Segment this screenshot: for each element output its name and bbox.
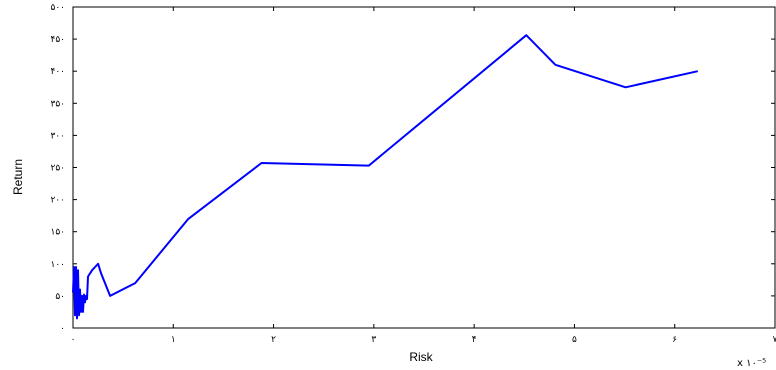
y-tick-label: ۳۰۰ [50,131,65,141]
x-tick-label: ۳ [371,335,376,345]
series-lines [72,34,699,320]
y-tick-label: ۱۰۰ [50,260,65,270]
x-tick-label: ۷ [773,335,776,345]
axes [72,6,776,329]
y-tick-label: ۱۵۰ [50,228,65,238]
x-tick-label: ۲ [271,335,276,345]
x-axis-ticks: ۰ ۱ ۲ ۳ ۴ ۵ ۶ ۷ [71,7,776,345]
y-tick-label: ۰ [60,324,65,334]
x-axis-exponent-label: x ۱۰⁻⁵ [737,358,766,369]
x-tick-label: ۱ [171,335,176,345]
y-tick-label: ۳۵۰ [50,99,65,109]
y-tick-label: ۵۰۰ [50,3,65,13]
y-axis-ticks: ۰ ۵۰ ۱۰۰ ۱۵۰ ۲۰۰ ۲۵۰ ۳۰۰ ۳۵۰ ۴۰۰ ۴۵۰ ۵۰۰ [50,3,775,334]
y-axis-label: Return [11,159,25,195]
y-tick-label: ۵۰ [55,292,65,302]
series-line [72,34,699,320]
y-tick-label: ۴۵۰ [50,35,65,45]
x-tick-label: ۰ [71,335,76,345]
plot-frame [72,6,776,329]
y-tick-label: ۲۵۰ [50,164,65,174]
y-tick-label: ۴۰۰ [50,67,65,77]
x-tick-label: ۶ [672,335,677,345]
y-tick-label: ۲۰۰ [50,196,65,206]
x-tick-label: ۵ [572,335,577,345]
x-tick-label: ۴ [472,335,477,345]
x-axis-label: Risk [409,350,433,364]
